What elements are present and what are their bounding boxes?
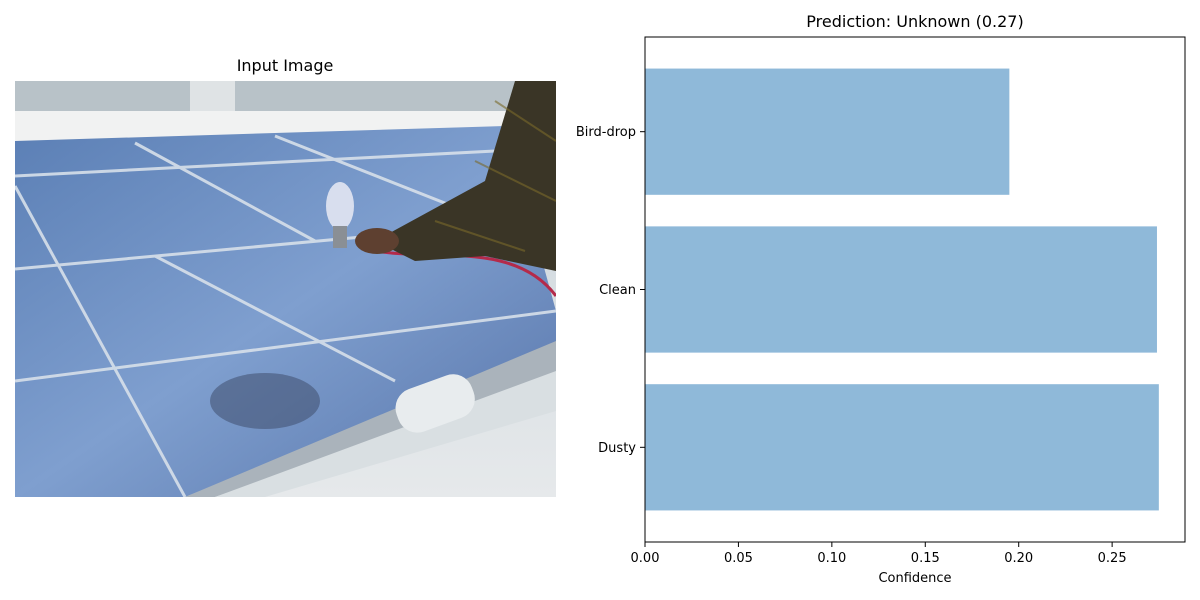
- bar-bird-drop: [645, 68, 1010, 195]
- x-tick-label: 0.05: [724, 551, 753, 566]
- x-tick-label: 0.00: [631, 551, 660, 566]
- input-image: [15, 81, 556, 497]
- x-tick-label: 0.20: [1004, 551, 1033, 566]
- chart-title: Prediction: Unknown (0.27): [806, 12, 1024, 31]
- x-axis-label: Confidence: [878, 571, 951, 586]
- input-image-title: Input Image: [236, 56, 334, 75]
- y-tick-label: Bird-drop: [576, 125, 636, 140]
- x-axis-ticks: 0.00 0.05 0.10 0.15 0.20 0.25: [631, 542, 1127, 566]
- bars-group: [645, 68, 1159, 511]
- y-axis-ticks: Bird-drop Clean Dusty: [576, 125, 645, 456]
- bar-clean: [645, 226, 1157, 353]
- x-tick-label: 0.25: [1098, 551, 1127, 566]
- x-tick-label: 0.15: [911, 551, 940, 566]
- bar-dusty: [645, 384, 1159, 511]
- y-tick-label: Dusty: [598, 441, 636, 456]
- x-tick-label: 0.10: [817, 551, 846, 566]
- y-tick-label: Clean: [599, 283, 636, 298]
